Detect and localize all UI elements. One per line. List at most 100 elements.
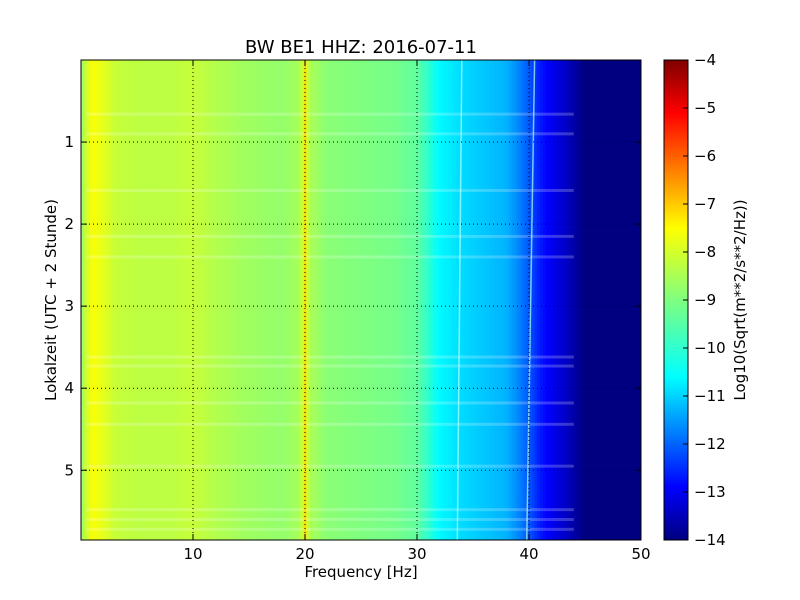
x-tick-label: 30 (407, 545, 426, 563)
heatmap-cell (111, 60, 116, 540)
heatmap-cell (170, 60, 174, 540)
heatmap-cell (531, 60, 536, 540)
heatmap-cell (139, 60, 144, 540)
heatmap-cell (285, 60, 289, 540)
heatmap-cell (201, 60, 205, 540)
heatmap-cell (520, 60, 524, 540)
time-bands (86, 112, 574, 531)
heatmap-cell (268, 60, 272, 540)
heatmap-cell (291, 60, 295, 540)
heatmap-cell (97, 60, 102, 540)
time-band (86, 464, 574, 468)
heatmap-cell (414, 60, 418, 540)
heatmap-cell (223, 60, 228, 540)
heatmap-cell (204, 60, 208, 540)
colorbar-ticks: −14 −13 −12 −11 −10 −9 −8 −7 −6 −5 −4 (683, 51, 726, 549)
colorbar-tick-label: −6 (694, 147, 716, 165)
heatmap-cell (114, 60, 118, 540)
heatmap-cell (473, 60, 477, 540)
heatmap-cell (394, 60, 398, 540)
time-band (86, 255, 574, 259)
heatmap-cell (327, 60, 331, 540)
heatmap-cell (599, 60, 603, 540)
colorbar-tick-label: −9 (694, 291, 716, 309)
heatmap-cell (299, 60, 303, 540)
heatmap-cell (123, 60, 127, 540)
heatmap-cell (156, 60, 160, 540)
time-band (86, 422, 574, 426)
heatmap-cell (411, 60, 415, 540)
time-band (86, 132, 574, 136)
heatmap-cell (310, 60, 314, 540)
y-axis-ticks: 1 2 3 4 5 (64, 133, 641, 479)
heatmap-cell (456, 60, 460, 540)
heatmap-cell (137, 60, 141, 540)
heatmap-cell (243, 60, 247, 540)
heatmap-cell (554, 60, 558, 540)
heatmap-cell (397, 60, 401, 540)
heatmap-cell (341, 60, 345, 540)
heatmap-cell (389, 60, 393, 540)
heatmap-cell (604, 60, 608, 540)
heatmap-cell (492, 60, 496, 540)
heatmap-cell (545, 60, 550, 540)
heatmap-cell (120, 60, 124, 540)
heatmap-cell (265, 60, 270, 540)
heatmap-cell (503, 60, 508, 540)
colorbar-tick-label: −12 (694, 435, 726, 453)
heatmap-cell (151, 60, 155, 540)
y-tick-label: 2 (64, 215, 74, 233)
time-band (86, 508, 574, 512)
x-axis-ticks: 10 20 30 40 50 (183, 60, 651, 563)
heatmap-cell (355, 60, 359, 540)
heatmap-cell (428, 60, 432, 540)
colorbar-title: Log10(Sqrt(m**2/s**2/Hz)) (731, 199, 749, 400)
heatmap-cell (165, 60, 169, 540)
heatmap-cell (601, 60, 606, 540)
heatmap-cell (240, 60, 244, 540)
heatmap-cell (573, 60, 578, 540)
heatmap-cell (274, 60, 278, 540)
heatmap-cell (543, 60, 547, 540)
heatmap-cell (277, 60, 281, 540)
heatmap-cell (187, 60, 191, 540)
heatmap-cell (212, 60, 216, 540)
y-tick-label: 1 (64, 133, 74, 151)
time-band (86, 527, 574, 531)
time-band (86, 112, 574, 116)
heatmap-cell (313, 60, 317, 540)
time-band (86, 188, 574, 192)
heatmap-cell (358, 60, 362, 540)
heatmap-cell (215, 60, 219, 540)
heatmap-cell (142, 60, 146, 540)
heatmap-cell (517, 60, 522, 540)
heatmap-cell (481, 60, 485, 540)
heatmap-cell (422, 60, 426, 540)
x-tick-label: 10 (183, 545, 202, 563)
heatmap-cell (321, 60, 326, 540)
heatmap-cell (408, 60, 412, 540)
heatmap-cell (251, 60, 256, 540)
heatmap-cell (100, 60, 104, 540)
heatmap-cell (181, 60, 186, 540)
heatmap-cell (447, 60, 452, 540)
heatmap-cell (173, 60, 177, 540)
heatmap-cell (344, 60, 348, 540)
heatmap-cell (501, 60, 505, 540)
heatmap-cell (179, 60, 183, 540)
heatmap-cell (153, 60, 158, 540)
heatmap-cell (579, 60, 583, 540)
heatmap-cell (624, 60, 628, 540)
heatmap-cell (386, 60, 390, 540)
heatmap-cell (632, 60, 636, 540)
heatmap-cell (509, 60, 513, 540)
heatmap-cell (103, 60, 107, 540)
heatmap-cell (193, 60, 197, 540)
heatmap-cell (453, 60, 457, 540)
heatmap-cell (419, 60, 424, 540)
time-band (86, 364, 574, 368)
heatmap-cell (540, 60, 544, 540)
x-tick-label: 50 (631, 545, 650, 563)
heatmap-cell (271, 60, 275, 540)
heatmap-cell (475, 60, 480, 540)
